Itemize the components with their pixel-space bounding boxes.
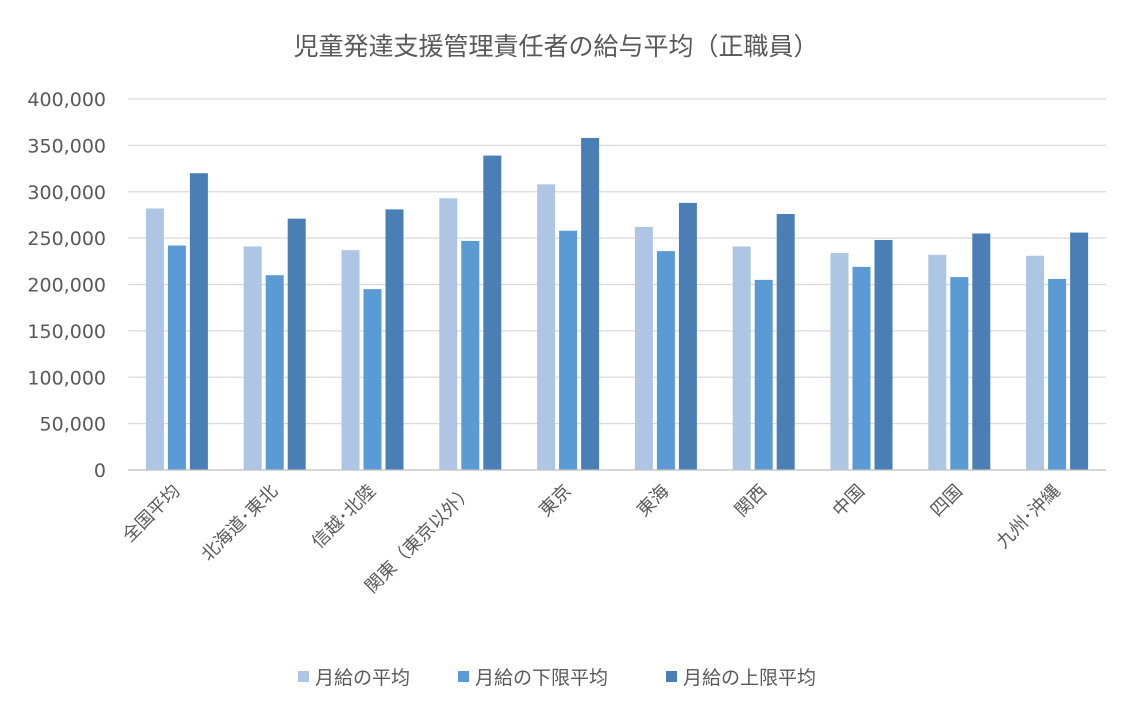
bar xyxy=(243,246,262,470)
legend: 月給の平均 月給の下限平均 月給の上限平均 xyxy=(298,667,816,689)
x-tick-label: 信越･北陸 xyxy=(308,481,380,553)
bar xyxy=(363,289,382,470)
bars xyxy=(145,137,1089,470)
chart-title: 児童発達支援管理責任者の給与平均（正職員） xyxy=(293,32,818,61)
x-tick-label: 全国平均 xyxy=(119,481,185,547)
bar xyxy=(1026,255,1045,470)
bar xyxy=(874,239,893,470)
x-tick-label: 関東（東京以外） xyxy=(361,481,478,598)
x-tick-label: 中国 xyxy=(829,481,869,521)
bar xyxy=(754,279,773,470)
y-axis-ticks: 0 50,000 100,000 150,000 200,000 250,000 300,0… xyxy=(27,89,106,482)
y-tick-label: 300,000 xyxy=(27,182,106,204)
bar xyxy=(678,202,697,470)
bar xyxy=(287,218,306,470)
x-tick-label: 北海道･東北 xyxy=(197,481,282,566)
bar xyxy=(439,198,458,470)
legend-label: 月給の下限平均 xyxy=(475,667,608,689)
legend-swatch xyxy=(666,671,677,682)
bar xyxy=(950,277,969,470)
bar xyxy=(145,208,164,470)
y-tick-label: 350,000 xyxy=(27,135,106,157)
x-tick-label: 四国 xyxy=(927,481,967,521)
bar xyxy=(537,184,556,470)
bar xyxy=(972,233,991,470)
bar xyxy=(461,240,480,470)
bar xyxy=(559,230,578,470)
bar xyxy=(656,251,675,470)
x-tick-label: 東京 xyxy=(535,481,575,521)
bar xyxy=(167,245,186,470)
bar xyxy=(341,250,360,470)
bar xyxy=(1070,232,1089,470)
legend-label: 月給の上限平均 xyxy=(683,667,816,689)
bar xyxy=(1048,278,1067,470)
y-tick-label: 400,000 xyxy=(27,89,106,111)
y-tick-label: 250,000 xyxy=(27,228,106,250)
bar xyxy=(776,214,795,470)
legend-swatch xyxy=(458,671,469,682)
x-tick-label: 東海 xyxy=(633,481,673,521)
bar xyxy=(928,254,947,470)
bar xyxy=(265,275,284,470)
bar xyxy=(385,209,404,470)
y-tick-label: 150,000 xyxy=(27,321,106,343)
bar xyxy=(634,226,653,470)
y-tick-label: 50,000 xyxy=(40,414,106,436)
bar xyxy=(483,155,502,470)
bar xyxy=(189,173,208,470)
legend-label: 月給の平均 xyxy=(315,667,410,689)
legend-swatch xyxy=(298,671,309,682)
y-tick-label: 0 xyxy=(94,460,106,482)
bar xyxy=(852,266,871,470)
x-tick-label: 関西 xyxy=(731,481,771,521)
y-tick-label: 200,000 xyxy=(27,275,106,297)
y-tick-label: 100,000 xyxy=(27,367,106,389)
bar xyxy=(732,246,751,470)
x-tick-label: 九州･沖縄 xyxy=(993,481,1065,553)
bar xyxy=(830,252,849,470)
bar xyxy=(581,137,600,470)
